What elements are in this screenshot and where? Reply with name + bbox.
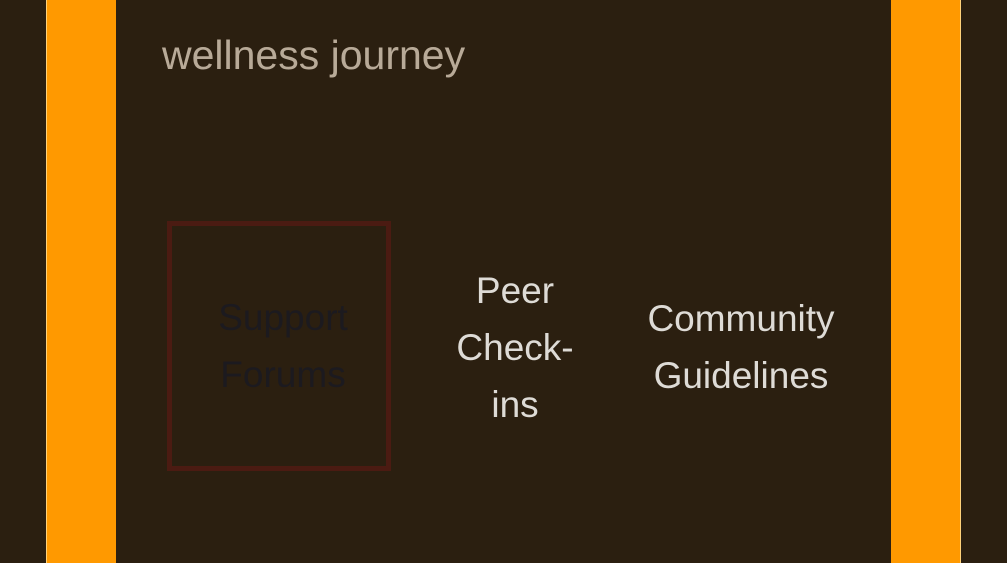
tile-community-guidelines[interactable]: Community Guidelines: [616, 290, 866, 404]
tile-label-line: Check-: [456, 327, 574, 368]
tile-label-line: ins: [491, 384, 539, 425]
tile-support-forums-label: Support Forums: [218, 289, 348, 403]
tile-label-line: Guidelines: [653, 355, 829, 396]
tile-label-line: Community: [647, 298, 835, 339]
tile-label-line: Forums: [220, 354, 346, 395]
tile-peer-check-ins[interactable]: Peer Check- ins: [430, 262, 600, 433]
tile-label-line: Support: [218, 297, 348, 338]
tile-label-line: Peer: [475, 270, 555, 311]
page-title: wellness journey: [162, 32, 466, 78]
tile-support-forums[interactable]: Support Forums: [167, 221, 391, 471]
